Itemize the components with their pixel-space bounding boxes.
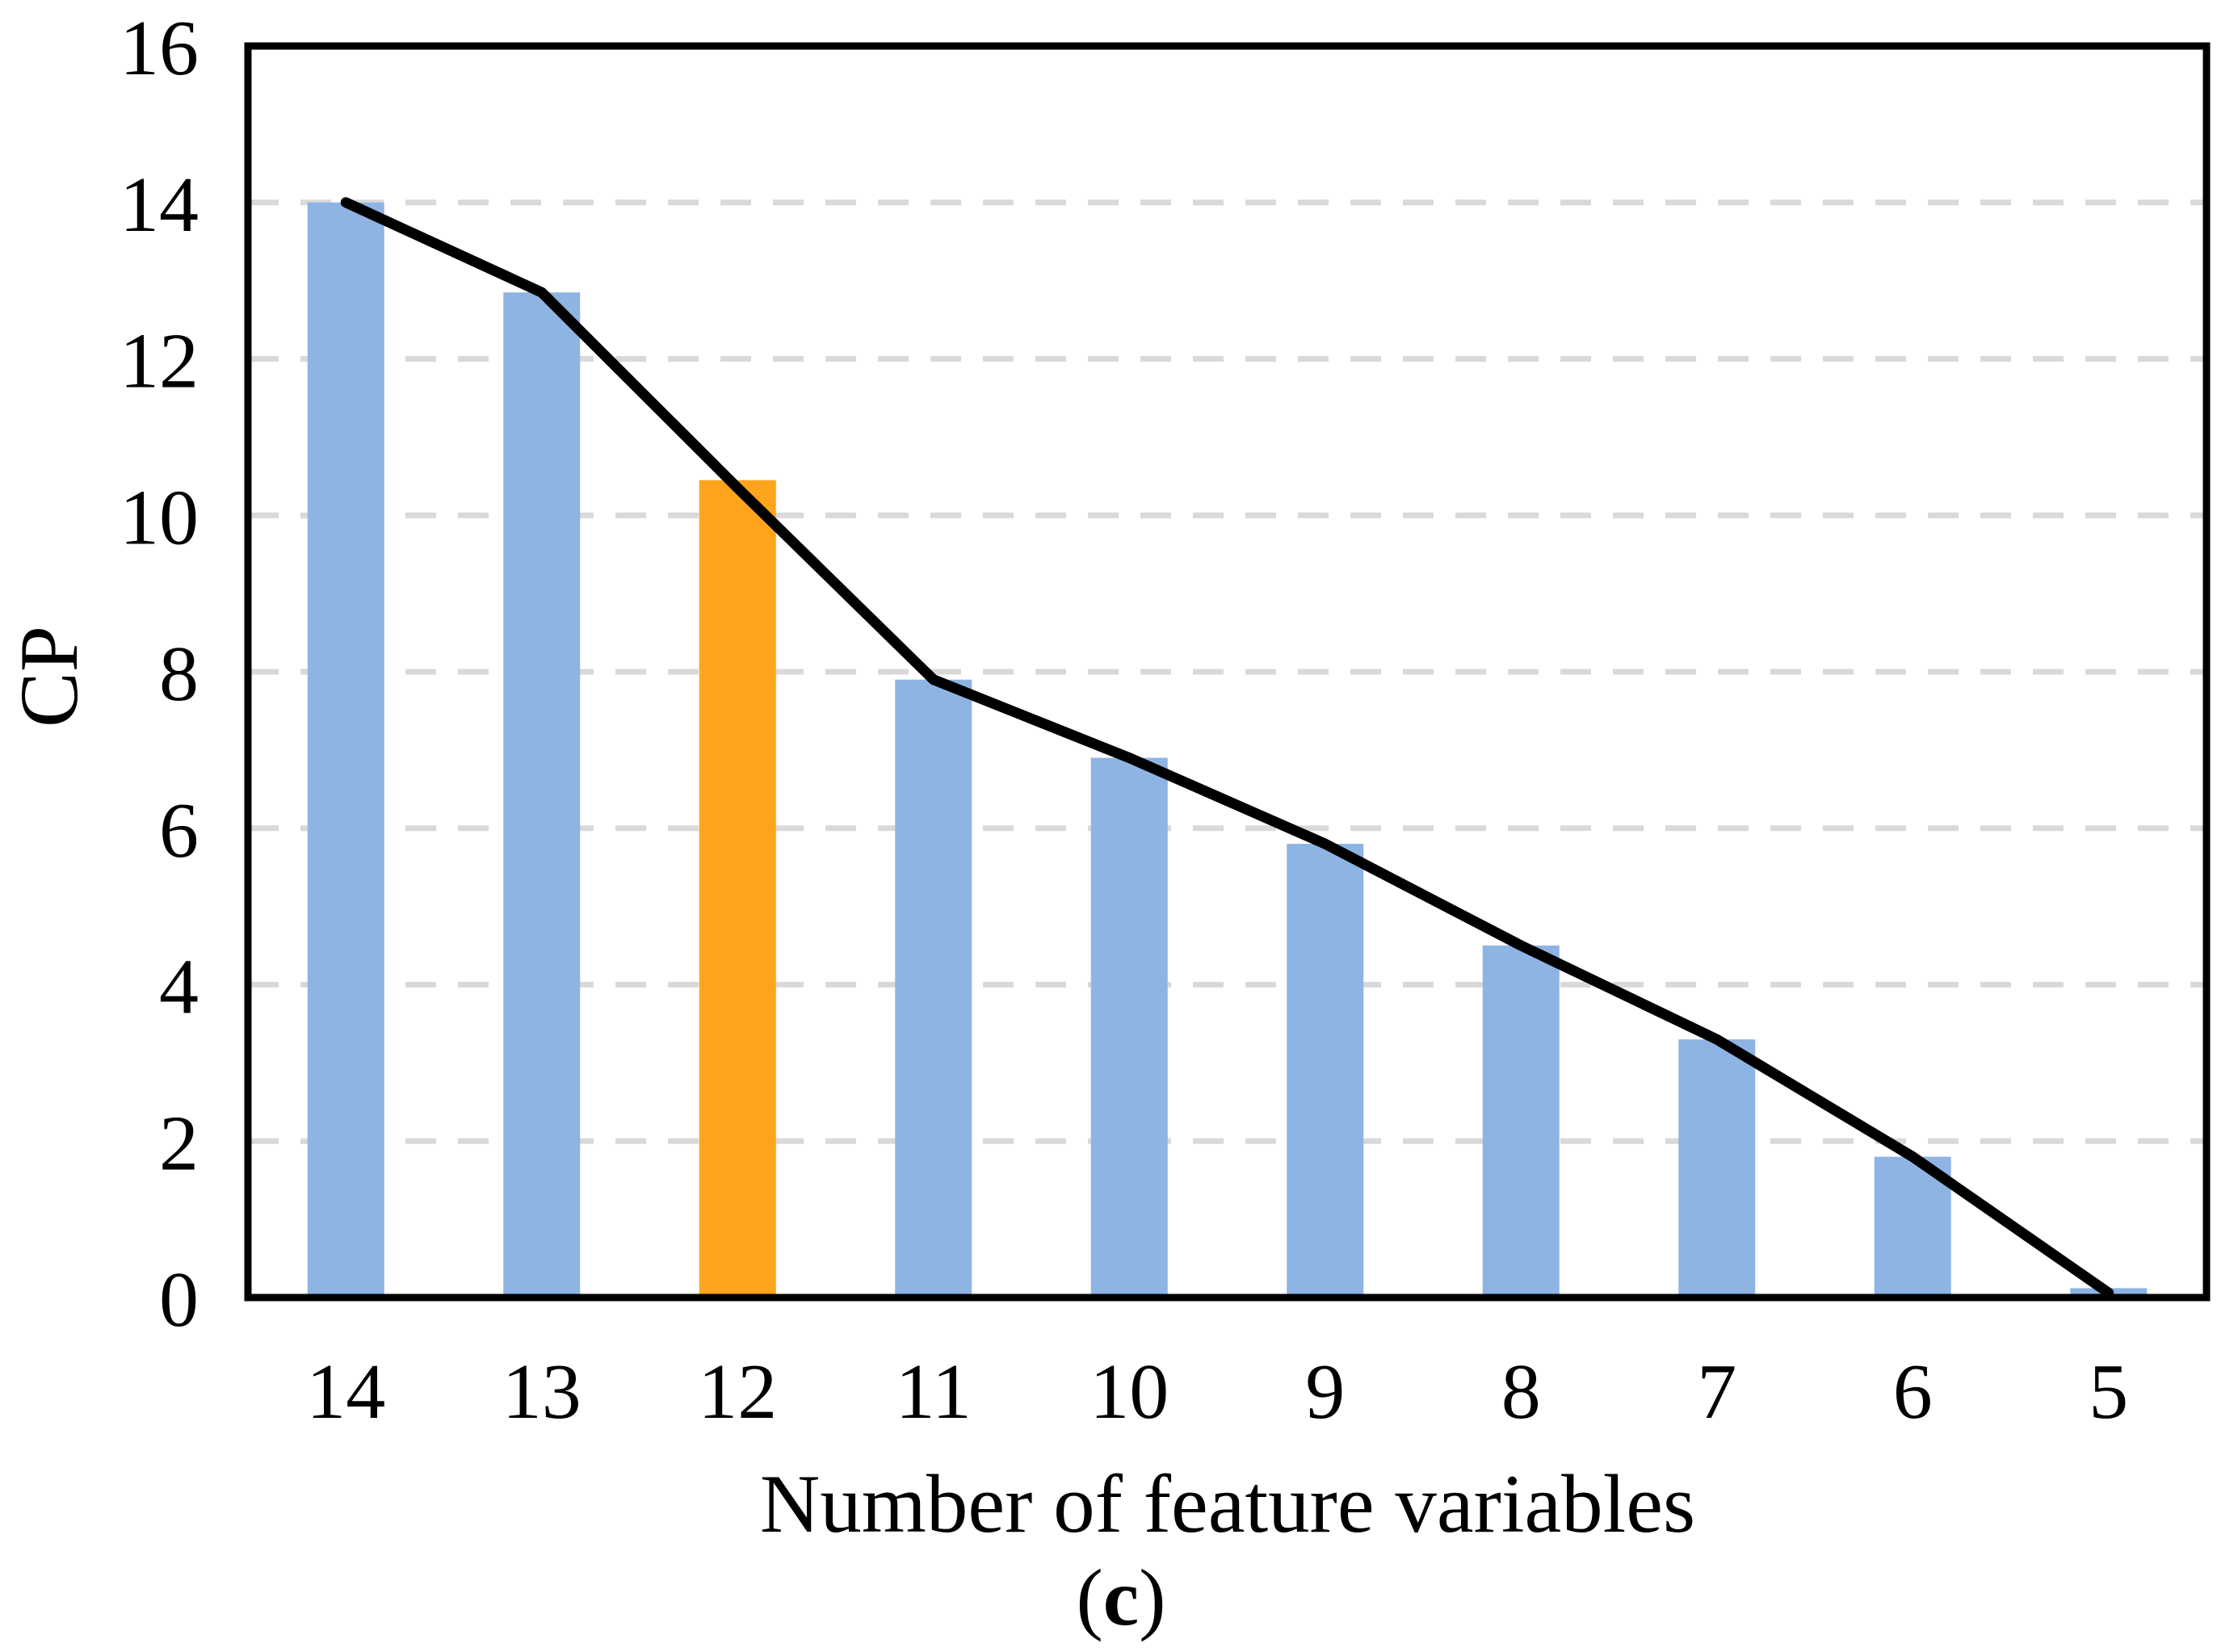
y-tick-label-6: 6 bbox=[159, 787, 199, 874]
x-tick-label-14: 14 bbox=[306, 1348, 385, 1436]
bars-group bbox=[307, 202, 2148, 1298]
y-tick-label-0: 0 bbox=[159, 1256, 199, 1344]
x-tick-label-5: 5 bbox=[2089, 1348, 2128, 1436]
plot-frame bbox=[244, 42, 2211, 1302]
y-tick-label-4: 4 bbox=[159, 944, 199, 1031]
x-tick-label-11: 11 bbox=[896, 1348, 972, 1436]
bar-10 bbox=[1090, 757, 1168, 1298]
bar-12 bbox=[699, 480, 776, 1298]
y-tick-label-16: 16 bbox=[120, 5, 199, 92]
caption-paren-open: ( bbox=[1076, 1553, 1102, 1642]
x-tick-label-13: 13 bbox=[502, 1348, 582, 1436]
x-tick-label-9: 9 bbox=[1305, 1348, 1345, 1436]
caption-letter: c bbox=[1103, 1553, 1139, 1642]
bar-13 bbox=[503, 292, 581, 1298]
bar-8 bbox=[1482, 945, 1560, 1298]
x-tick-label-6: 6 bbox=[1893, 1348, 1933, 1436]
x-tick-label-7: 7 bbox=[1697, 1348, 1736, 1436]
x-axis-title: Number of feature variables bbox=[760, 1458, 1695, 1550]
y-tick-label-14: 14 bbox=[120, 161, 199, 249]
y-tick-label-2: 2 bbox=[159, 1100, 199, 1187]
x-axis-tick-labels: 14 13 12 11 10 9 8 7 6 5 bbox=[306, 1348, 2128, 1436]
bar-9 bbox=[1287, 844, 1364, 1298]
cp-line-series bbox=[340, 197, 2114, 1298]
y-axis-tick-labels: 0 2 4 6 8 10 12 14 16 bbox=[120, 5, 199, 1344]
caption-paren-close: ) bbox=[1139, 1553, 1165, 1642]
x-tick-label-10: 10 bbox=[1090, 1348, 1169, 1436]
y-tick-label-8: 8 bbox=[159, 631, 199, 718]
y-tick-label-12: 12 bbox=[120, 318, 199, 405]
bar-11 bbox=[895, 679, 972, 1298]
figure-caption: (c) bbox=[1076, 1553, 1165, 1642]
y-tick-label-10: 10 bbox=[120, 474, 199, 561]
x-tick-label-8: 8 bbox=[1501, 1348, 1541, 1436]
bar-14 bbox=[307, 202, 384, 1298]
x-tick-label-12: 12 bbox=[698, 1348, 777, 1436]
bar-7 bbox=[1678, 1039, 1756, 1298]
y-axis-title: CP bbox=[3, 626, 95, 727]
